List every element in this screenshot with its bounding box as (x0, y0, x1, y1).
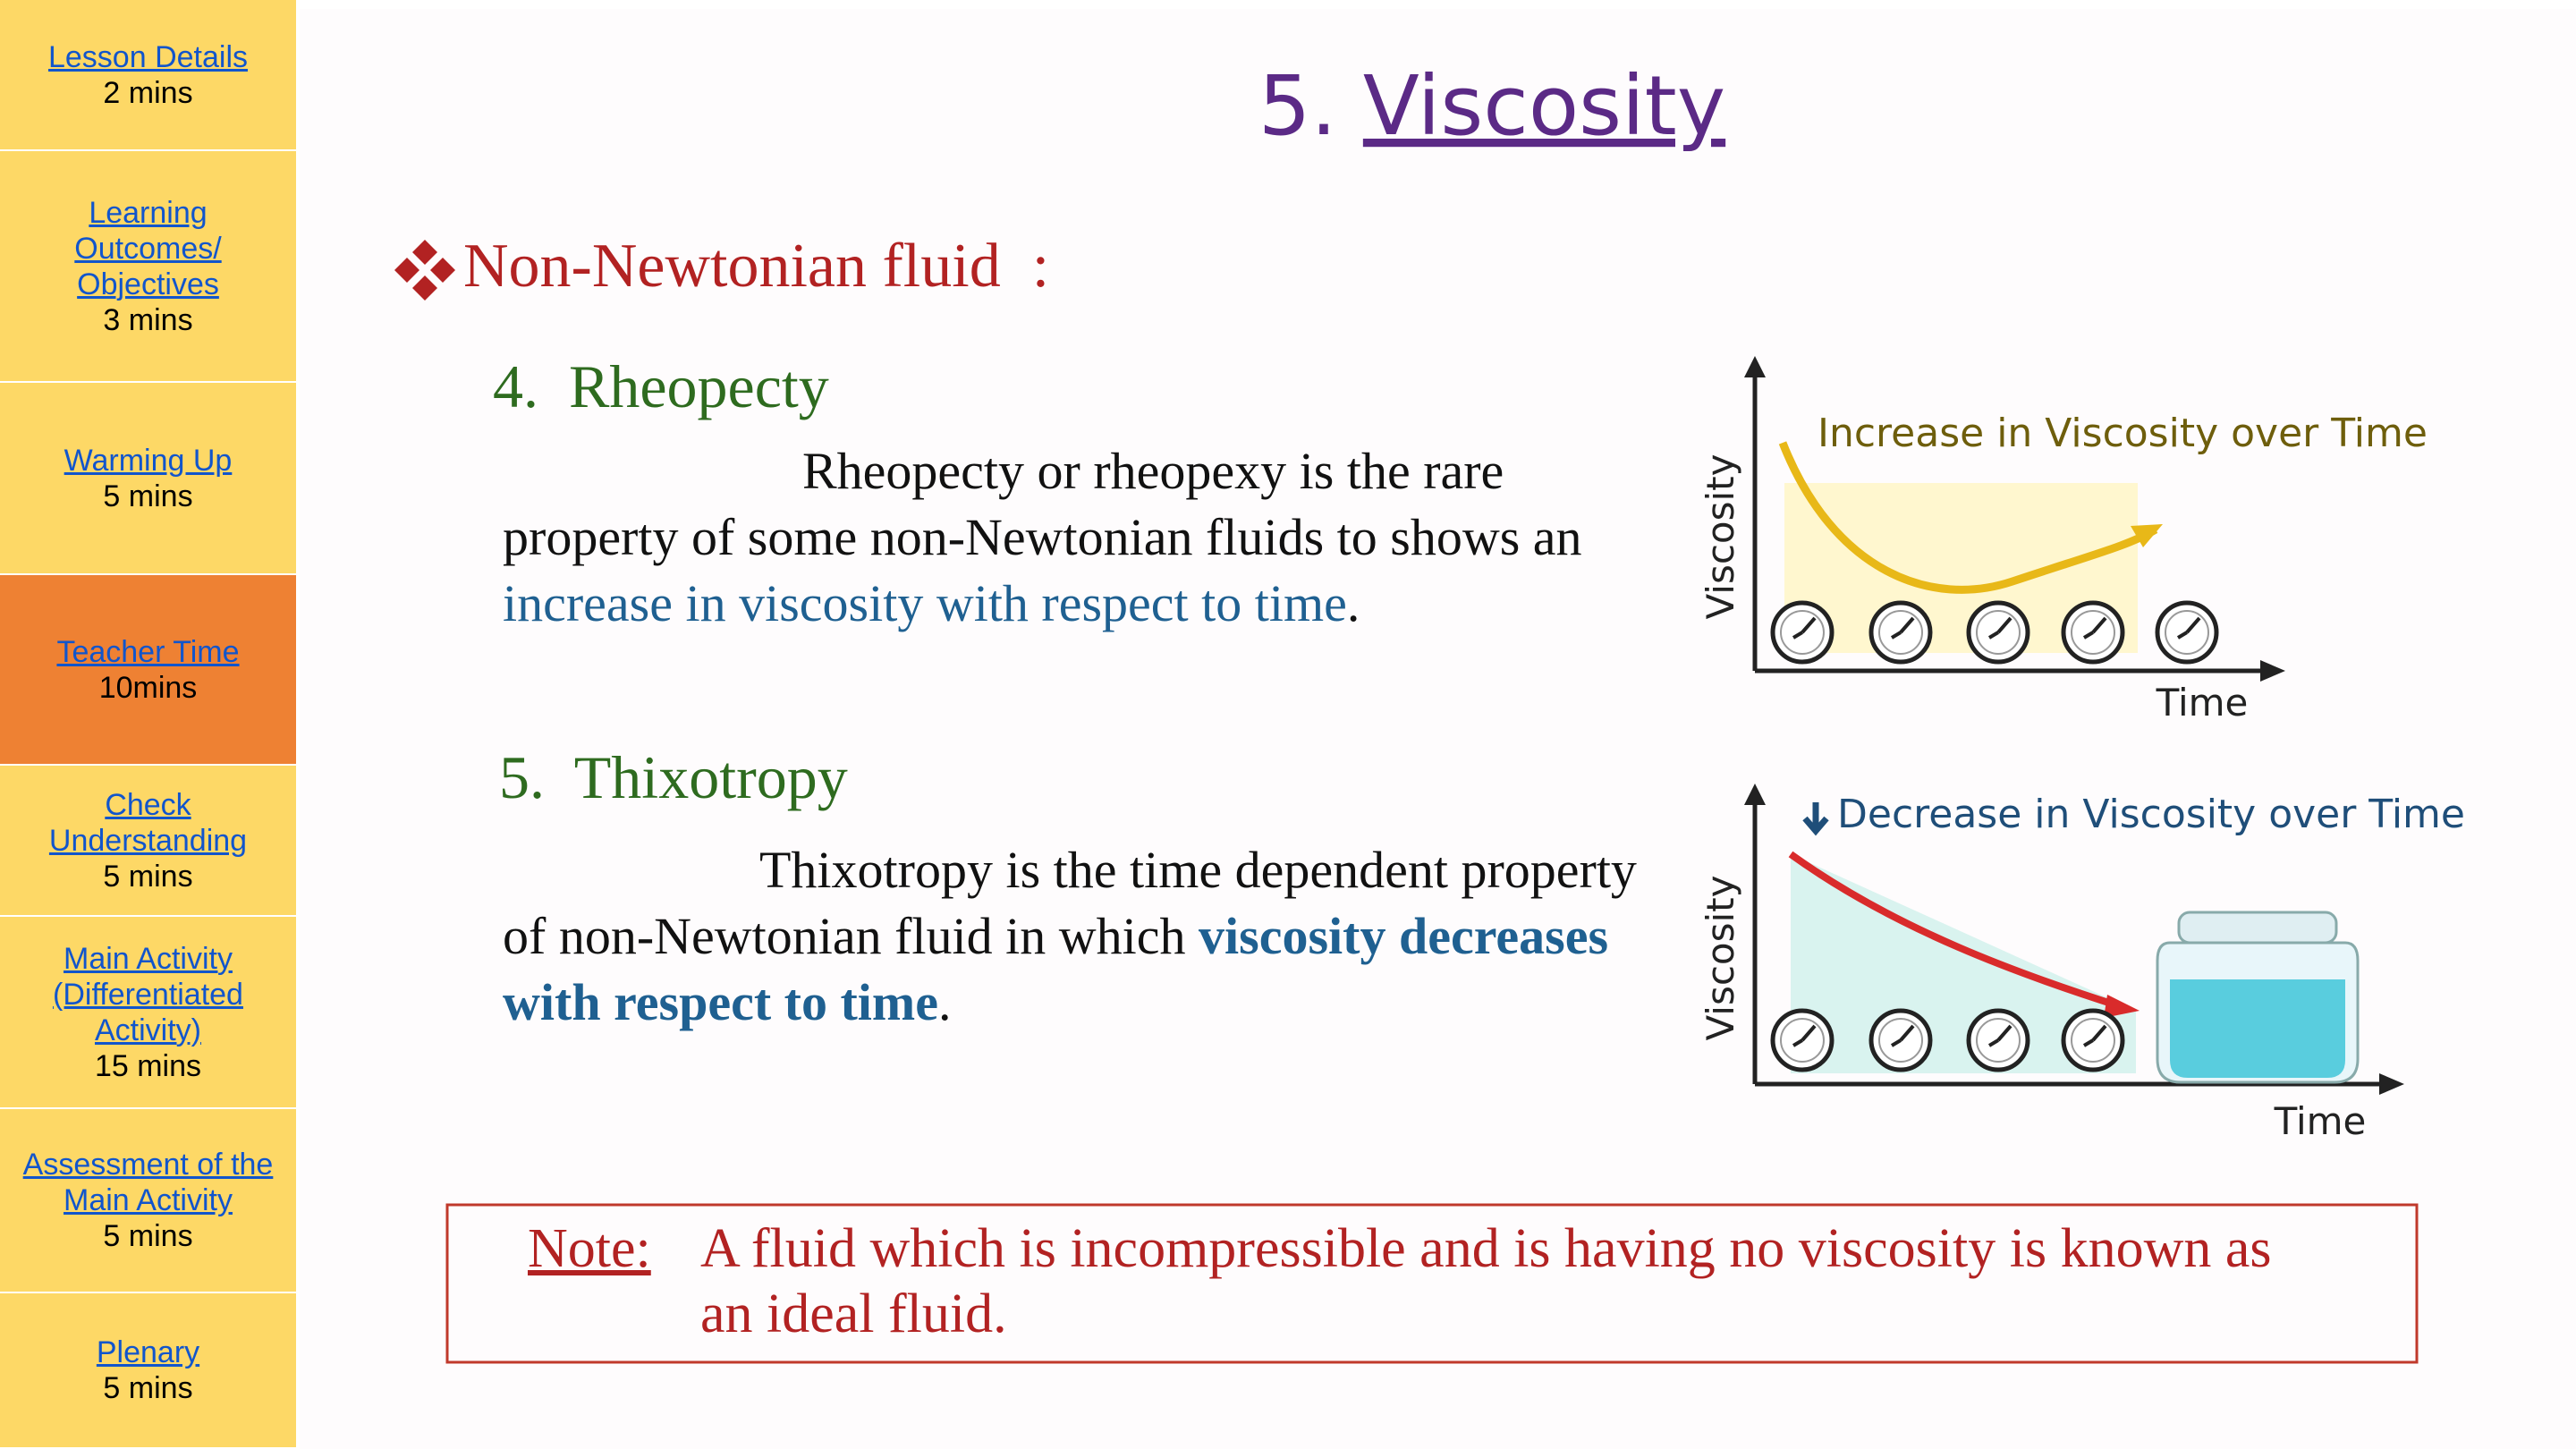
nav-link[interactable]: Plenary (96, 1335, 200, 1369)
nav-item[interactable]: Warming Up 5 mins (0, 383, 296, 575)
nav-duration: 5 mins (103, 479, 193, 513)
note-box (445, 1203, 2419, 1364)
nav-link[interactable]: Lesson Details (47, 39, 248, 74)
subheading: 5. Thixotropy (499, 743, 848, 811)
paragraph: Thixotropy is the time dependent propert… (503, 837, 1683, 1036)
clock-icon (2155, 600, 2219, 665)
jar-icon (2156, 911, 2360, 1084)
text: . (1346, 574, 1360, 632)
diagram-caption: Increase in Viscosity over Time (1818, 411, 2428, 456)
nav-link[interactable]: Warming Up (64, 443, 233, 478)
nav-duration: 15 mins (94, 1048, 202, 1083)
rheopecty-diagram: Increase in Viscosity over Time Viscosit… (1699, 356, 2428, 724)
nav-duration: 5 mins (103, 1219, 193, 1253)
highlight: increase in viscosity with respect to ti… (503, 574, 1347, 632)
paragraph: Rheopecty or rheopexy is the rare proper… (503, 438, 1692, 637)
clock-icon (2061, 1008, 2125, 1072)
clock-icon (1868, 1008, 1933, 1072)
nav-duration: 3 mins (103, 302, 193, 337)
title-text: Viscosity (1363, 58, 1725, 154)
highlight: viscosity decreases with respect to time (503, 907, 1609, 1031)
nav-item[interactable]: Lesson Details 2 mins (0, 0, 296, 151)
clock-icon (1966, 1008, 2030, 1072)
nav-item[interactable]: Plenary 5 mins (0, 1293, 296, 1449)
nav-item[interactable]: Learning Outcomes/ Objectives 3 mins (0, 151, 296, 383)
nav-duration: 2 mins (103, 75, 193, 110)
subheading: 4. Rheopecty (493, 352, 829, 420)
note-label: Note: (528, 1218, 651, 1279)
slide-title: 5. Viscosity (1258, 58, 1725, 154)
slide (300, 9, 2576, 1449)
diagram-caption: Decrease in Viscosity over Time (1837, 792, 2465, 837)
x-axis-label: Time (2274, 1099, 2367, 1143)
nav-item[interactable]: Check Understanding 5 mins (0, 766, 296, 917)
nav-link[interactable]: Learning Outcomes/ Objectives (74, 195, 222, 301)
clock-icon (1770, 1008, 1835, 1072)
clock-icon (2061, 600, 2125, 665)
clock-icon (1770, 600, 1835, 665)
bullet-icon (394, 240, 455, 301)
x-axis-label: Time (2156, 681, 2249, 724)
text: Thixotropy is the time dependent propert… (503, 841, 1637, 965)
nav-duration: 5 mins (103, 1371, 193, 1405)
y-axis-label: Viscosity (1699, 875, 1742, 1040)
nav-link[interactable]: Main Activity (Differentiated Activity) (53, 941, 243, 1047)
thixotropy-diagram: Decrease in Viscosity over Time Viscosit… (1699, 784, 2465, 1143)
nav-link[interactable]: Assessment of the Main Activity (22, 1148, 274, 1217)
section-heading: Non-Newtonian fluid : (463, 232, 1050, 301)
note-text: A fluid which is incompressible and is h… (700, 1218, 2272, 1344)
nav-link[interactable]: Teacher Time (56, 634, 240, 669)
text: Rheopecty or rheopexy is the rare proper… (503, 442, 1582, 566)
nav-duration: 5 mins (103, 859, 193, 894)
title-number: 5. (1258, 58, 1337, 154)
clock-icon (1966, 600, 2030, 665)
nav-link[interactable]: Check Understanding (48, 787, 248, 858)
y-axis-label: Viscosity (1699, 453, 1742, 619)
nav-item[interactable]: Teacher Time 10mins (0, 575, 296, 766)
text: . (937, 973, 952, 1031)
nav-duration: 10mins (98, 670, 198, 705)
nav-item[interactable]: Main Activity (Differentiated Activity) 1… (0, 917, 296, 1109)
nav-item[interactable]: Assessment of the Main Activity 5 mins (0, 1109, 296, 1293)
clock-icon (1868, 600, 1933, 665)
